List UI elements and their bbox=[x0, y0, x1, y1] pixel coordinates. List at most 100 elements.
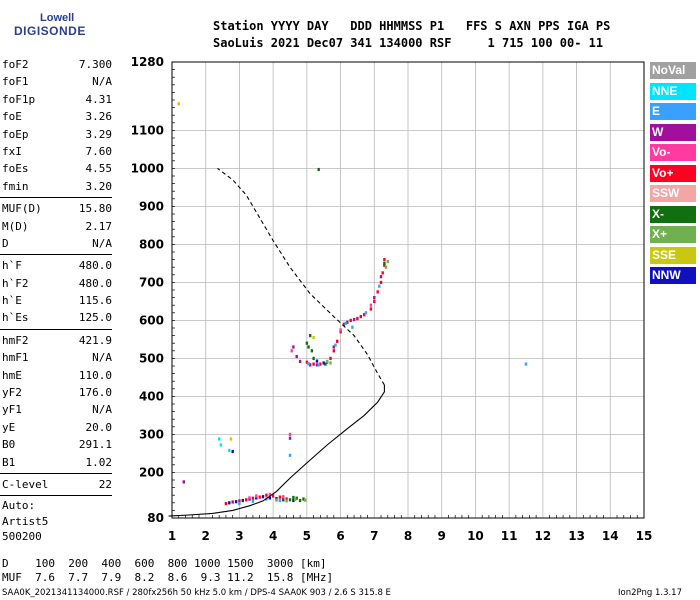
trace-point bbox=[302, 497, 305, 501]
trace-point bbox=[349, 318, 352, 322]
y-tick-label: 80 bbox=[147, 511, 164, 525]
trace-point bbox=[298, 498, 302, 503]
trace-point bbox=[282, 495, 285, 499]
x-tick-labels: 1 2 3 4 5 6 7 8 9 10 11 12 13 14 15 bbox=[168, 529, 653, 543]
param-label: B1 bbox=[2, 455, 16, 469]
param-row: fxI 7.60 bbox=[0, 143, 112, 160]
trace-point bbox=[373, 296, 376, 300]
trace-point bbox=[312, 356, 315, 360]
param-value: 15.80 bbox=[78, 202, 112, 216]
param-label: hmF2 bbox=[2, 333, 29, 347]
trace-point bbox=[290, 349, 293, 353]
version-label: Ion2Png 1.3.17 bbox=[618, 588, 682, 598]
trace-point bbox=[524, 362, 528, 366]
trace-point bbox=[295, 496, 298, 500]
param-label: D bbox=[2, 236, 9, 250]
param-divider bbox=[0, 495, 112, 497]
trace-point bbox=[251, 496, 255, 500]
trace-point bbox=[324, 362, 327, 366]
trace-point bbox=[383, 258, 386, 262]
trace-point bbox=[309, 334, 312, 338]
trace-point bbox=[278, 495, 282, 499]
param-label: h`F bbox=[2, 259, 22, 273]
legend: NoVal NNE E W Vo- Vo+ SSW X- X+ SSE NNW bbox=[650, 62, 696, 288]
trace-point bbox=[346, 320, 349, 324]
logo-lowell: Lowell bbox=[40, 12, 75, 24]
trace-point bbox=[339, 330, 342, 334]
param-label: fmin bbox=[2, 179, 29, 193]
profile-line bbox=[168, 385, 385, 517]
param-label: h`F2 bbox=[2, 276, 29, 290]
trace-point bbox=[329, 361, 332, 365]
ionogram-chart: 80 200 300 400 500 600 700 800 900 1000 1100 1280 1… bbox=[131, 55, 653, 543]
trace-point bbox=[307, 345, 310, 349]
x-tick-label: 9 bbox=[438, 529, 446, 543]
param-label: foF1 bbox=[2, 75, 29, 89]
auto-scaling-text: Auto: bbox=[2, 499, 36, 513]
muf-distance-row: D 100 200 400 600 800 1000 1500 3000 [km… bbox=[2, 557, 327, 570]
trace-point bbox=[255, 494, 258, 498]
trace-point bbox=[248, 496, 251, 500]
trace-point bbox=[312, 335, 315, 340]
trace-point bbox=[315, 363, 319, 367]
param-label: hmF1 bbox=[2, 351, 29, 365]
param-row: h`E 115.6 bbox=[0, 292, 112, 309]
trace-point bbox=[356, 316, 359, 321]
legend-item: E bbox=[650, 103, 696, 120]
param-value: N/A bbox=[92, 236, 112, 250]
trace-point bbox=[218, 437, 221, 441]
profile-line-dashed bbox=[217, 167, 385, 386]
param-row: h`Es 125.0 bbox=[0, 309, 112, 326]
legend-item: Vo- bbox=[650, 144, 696, 161]
trace-point bbox=[295, 354, 298, 359]
param-value: 3.26 bbox=[85, 110, 113, 124]
param-row: foEs 4.55 bbox=[0, 160, 112, 177]
x-tick-label: 1 bbox=[168, 529, 176, 543]
trace-point bbox=[231, 500, 234, 504]
header-labels: Station YYYY DAY DDD HHMMSS P1 FFS S AXN… bbox=[213, 19, 611, 33]
y-tick-label: 400 bbox=[139, 389, 164, 403]
y-tick-label: 800 bbox=[139, 237, 164, 251]
x-tick-label: 4 bbox=[269, 529, 277, 543]
muf-table: D 100 200 400 600 800 1000 1500 3000 [km… bbox=[2, 557, 333, 585]
param-row: foE 3.26 bbox=[0, 108, 112, 125]
param-label: C-level bbox=[2, 477, 49, 491]
trace-point bbox=[351, 325, 354, 329]
y-tick-label: 600 bbox=[139, 313, 164, 327]
legend-item: X- bbox=[650, 205, 696, 223]
trace-point bbox=[261, 495, 265, 499]
x-tick-label: 3 bbox=[235, 529, 243, 543]
trace-point bbox=[364, 311, 368, 315]
legend-item: NNE bbox=[650, 82, 696, 100]
trace-point bbox=[268, 492, 271, 496]
trace-point bbox=[278, 498, 282, 503]
plot-frame bbox=[171, 61, 645, 519]
param-row: MUF(D) 15.80 bbox=[0, 200, 112, 217]
param-value: 3.29 bbox=[85, 127, 113, 141]
trace-point bbox=[352, 318, 356, 322]
param-divider bbox=[0, 472, 112, 474]
param-row: yF2 176.0 bbox=[0, 384, 112, 401]
trace-point bbox=[378, 284, 381, 288]
param-row: foF1 N/A bbox=[0, 73, 112, 90]
trace-point bbox=[251, 499, 255, 503]
y-tick-label: 300 bbox=[139, 427, 164, 441]
param-value: 110.0 bbox=[78, 368, 112, 382]
param-value: 4.31 bbox=[85, 92, 113, 106]
param-label: yF2 bbox=[2, 386, 22, 400]
x-tick-label: 8 bbox=[404, 529, 412, 543]
trace-point bbox=[386, 259, 389, 264]
trace-point bbox=[219, 443, 223, 447]
param-label: h`Es bbox=[2, 311, 29, 325]
auto-scaling-text: 500200 bbox=[2, 530, 42, 544]
trace-point bbox=[310, 349, 314, 353]
trace-point bbox=[304, 498, 307, 502]
trace-point bbox=[234, 500, 238, 504]
param-value: 115.6 bbox=[78, 294, 112, 308]
param-value: 480.0 bbox=[78, 259, 112, 273]
chart-grid bbox=[171, 61, 645, 519]
trace-point bbox=[305, 341, 309, 345]
header-values: SaoLuis 2021 Dec07 341 134000 RSF 1 715 … bbox=[213, 36, 604, 50]
param-value: 7.60 bbox=[85, 144, 113, 158]
legend-item: SSW bbox=[650, 185, 696, 202]
